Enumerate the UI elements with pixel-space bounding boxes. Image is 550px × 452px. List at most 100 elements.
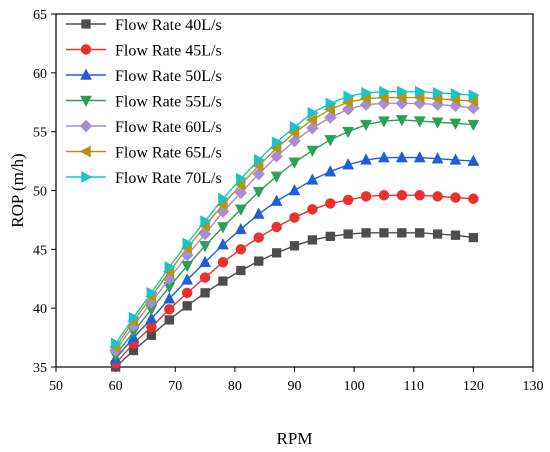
data-point: [323, 111, 337, 124]
data-point: [306, 173, 319, 185]
data-point: [379, 228, 389, 238]
data-point: [413, 116, 426, 128]
data-point: [252, 207, 265, 219]
data-point: [163, 292, 176, 304]
data-point: [324, 135, 337, 147]
series-2: [110, 189, 479, 369]
legend-label: Flow Rate 60L/s: [115, 119, 222, 136]
data-point: [307, 204, 318, 215]
data-point: [217, 222, 229, 234]
data-point: [414, 189, 425, 201]
legend-marker: [81, 171, 93, 183]
legend-label: Flow Rate 65L/s: [115, 145, 222, 162]
legend-marker: [79, 145, 91, 158]
data-point: [270, 150, 283, 163]
data-point: [432, 191, 443, 202]
x-tick-label: 100: [344, 379, 365, 394]
data-point: [449, 153, 462, 165]
data-point: [397, 85, 409, 98]
legend-label: Flow Rate 50L/s: [115, 68, 222, 85]
x-axis-title: RPM: [277, 429, 313, 448]
x-tick-label: 90: [288, 379, 302, 394]
legend-item: Flow Rate 45L/s: [66, 43, 222, 60]
data-point: [467, 154, 480, 166]
data-point: [199, 241, 211, 253]
y-tick-label: 65: [33, 8, 47, 23]
data-point: [234, 204, 247, 216]
data-point: [431, 152, 444, 164]
legend-item: Flow Rate 70L/s: [66, 170, 222, 187]
data-point: [234, 186, 248, 200]
data-point: [271, 136, 284, 149]
legend-item: Flow Rate 40L/s: [66, 17, 222, 34]
data-point: [164, 261, 176, 273]
x-tick-label: 70: [168, 379, 182, 394]
data-point: [181, 273, 194, 285]
data-point: [396, 189, 408, 201]
y-axis-title: ROP (m/h): [8, 153, 27, 227]
legend-marker: [81, 19, 91, 29]
data-point: [431, 117, 444, 129]
legend-label: Flow Rate 55L/s: [115, 94, 222, 111]
data-point: [378, 116, 390, 128]
data-point: [253, 153, 266, 166]
data-point: [468, 89, 480, 102]
data-point: [182, 301, 192, 311]
data-point: [342, 158, 355, 170]
x-tick-label: 50: [49, 379, 63, 394]
data-point: [199, 272, 211, 283]
data-point: [271, 248, 282, 258]
data-point: [432, 86, 445, 99]
data-point: [325, 97, 337, 110]
data-point: [360, 153, 372, 165]
data-point: [270, 171, 283, 183]
data-point: [200, 215, 212, 228]
data-point: [395, 151, 408, 163]
data-point: [468, 232, 479, 243]
y-tick-label: 45: [33, 243, 47, 258]
data-point: [306, 121, 319, 135]
data-point: [128, 311, 141, 324]
data-point: [146, 286, 158, 299]
data-point: [289, 241, 300, 251]
series-7: [110, 85, 480, 350]
legend-item: Flow Rate 55L/s: [66, 94, 222, 111]
x-tick-label: 60: [109, 379, 123, 394]
data-point: [235, 244, 247, 255]
x-tick-label: 110: [404, 379, 424, 394]
data-point: [343, 229, 353, 239]
series-layer: [109, 85, 480, 372]
legend-label: Flow Rate 40L/s: [115, 17, 222, 34]
data-point: [145, 312, 158, 324]
legend-marker: [80, 95, 92, 108]
data-point: [413, 151, 426, 163]
y-tick-label: 60: [33, 67, 47, 82]
data-point: [450, 230, 461, 240]
legend-item: Flow Rate 65L/s: [66, 145, 222, 162]
legend-item: Flow Rate 50L/s: [66, 68, 222, 85]
y-tick-label: 40: [33, 302, 47, 317]
data-point: [217, 238, 229, 250]
data-point: [234, 222, 247, 235]
data-point: [395, 115, 408, 127]
x-axis: 50 60 70 80 90 100 110 120 130: [49, 367, 544, 394]
data-point: [306, 145, 319, 158]
legend: Flow Rate 40L/s Flow Rate 45L/s Flow Rate …: [66, 17, 222, 187]
data-point: [414, 85, 427, 98]
data-point: [289, 121, 302, 133]
data-point: [288, 183, 301, 196]
data-point: [164, 304, 175, 315]
data-point: [432, 229, 443, 239]
x-tick-label: 80: [228, 379, 242, 394]
data-point: [342, 126, 355, 139]
data-point: [307, 106, 319, 119]
data-point: [305, 113, 318, 126]
data-point: [236, 265, 246, 276]
legend-label: Flow Rate 70L/s: [115, 170, 222, 187]
data-point: [415, 228, 425, 238]
data-point: [218, 276, 228, 286]
data-point: [468, 193, 479, 204]
data-point: [252, 186, 265, 199]
data-point: [252, 167, 266, 181]
